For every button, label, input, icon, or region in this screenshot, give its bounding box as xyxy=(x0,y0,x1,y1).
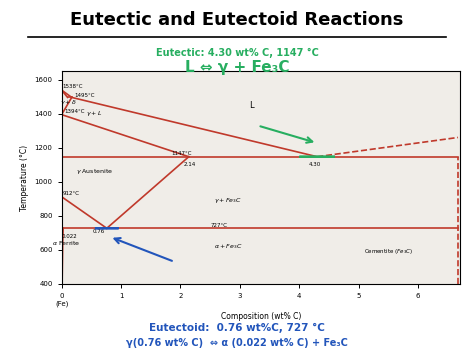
Y-axis label: Temperature (°C): Temperature (°C) xyxy=(20,144,29,211)
Text: 0.022: 0.022 xyxy=(62,234,77,239)
Text: 1495°C: 1495°C xyxy=(75,93,95,98)
Text: Eutectoid:  0.76 wt%C, 727 °C: Eutectoid: 0.76 wt%C, 727 °C xyxy=(149,323,325,333)
Text: γ(0.76 wt% C)  ⇔ α (0.022 wt% C) + Fe₃C: γ(0.76 wt% C) ⇔ α (0.022 wt% C) + Fe₃C xyxy=(126,338,348,348)
Text: 4.30: 4.30 xyxy=(308,162,320,166)
Text: 912°C: 912°C xyxy=(63,191,80,196)
X-axis label: Composition (wt% C): Composition (wt% C) xyxy=(220,312,301,321)
Text: $\gamma$ Austenite: $\gamma$ Austenite xyxy=(76,167,113,176)
Text: 1147°C: 1147°C xyxy=(172,151,192,156)
Text: $\alpha+Fe_3C$: $\alpha+Fe_3C$ xyxy=(214,242,242,251)
Text: L: L xyxy=(249,102,254,110)
Text: $\gamma+\delta$: $\gamma+\delta$ xyxy=(60,98,77,107)
Text: L ⇔ γ + Fe₃C: L ⇔ γ + Fe₃C xyxy=(185,60,289,75)
Text: $\alpha$ Ferrite: $\alpha$ Ferrite xyxy=(52,239,81,247)
Text: 727°C: 727°C xyxy=(210,223,227,228)
Text: Eutectic and Eutectoid Reactions: Eutectic and Eutectoid Reactions xyxy=(70,11,404,29)
Text: 1394°C: 1394°C xyxy=(64,109,85,114)
Text: 0.76: 0.76 xyxy=(92,229,105,234)
Text: 1538°C: 1538°C xyxy=(63,84,83,89)
Text: Cementite $(Fe_3C)$: Cementite $(Fe_3C)$ xyxy=(364,247,413,256)
Text: Eutectic: 4.30 wt% C, 1147 °C: Eutectic: 4.30 wt% C, 1147 °C xyxy=(155,48,319,58)
Text: $\gamma+L$: $\gamma+L$ xyxy=(86,109,102,118)
Text: 2.14: 2.14 xyxy=(183,162,196,166)
Text: $\gamma+Fe_3C$: $\gamma+Fe_3C$ xyxy=(214,196,242,205)
